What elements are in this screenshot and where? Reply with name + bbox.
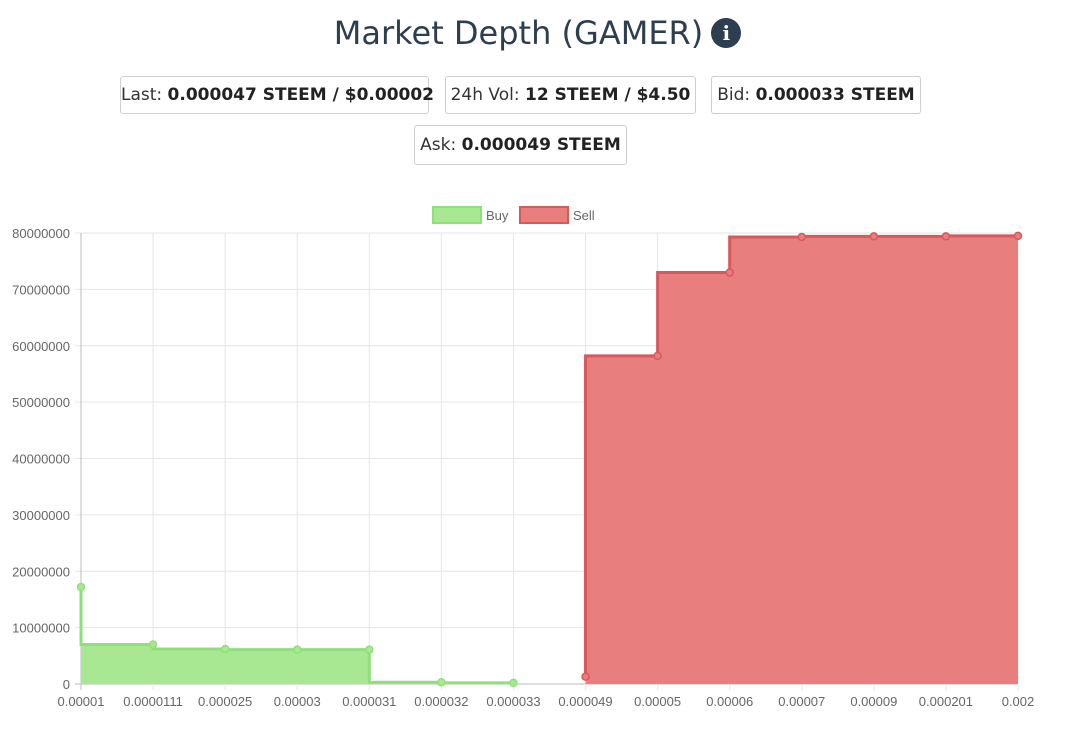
x-tick-label: 0.000031 (342, 694, 396, 709)
market-depth-chart: 0 10000000 20000000 30000000 40000000 5000000… (12, 206, 1035, 709)
y-tick-label: 30000000 (12, 508, 70, 523)
y-tick-label: 0 (63, 677, 70, 692)
y-tick-label: 60000000 (12, 339, 70, 354)
ask-value: 0.000049 STEEM (461, 135, 621, 155)
sell-point (653, 351, 662, 361)
y-tick-label: 50000000 (12, 395, 70, 410)
y-tick-label: 10000000 (12, 621, 70, 636)
buy-area (81, 587, 514, 684)
bid-box: Bid: 0.000033 STEEM (711, 76, 921, 114)
volume-label: 24h Vol: (450, 85, 520, 105)
sell-point (941, 232, 951, 241)
x-tick-label: 0.00009 (850, 694, 897, 709)
buy-point (76, 582, 86, 592)
y-tick-label: 80000000 (12, 226, 70, 241)
x-tick-label: 0.000049 (558, 694, 612, 709)
sell-point (581, 672, 590, 681)
buy-point (509, 678, 518, 688)
buy-point (365, 645, 374, 654)
last-price-box: Last: 0.000047 STEEM / $0.00002 (120, 76, 434, 114)
bid-label: Bid: (717, 85, 751, 105)
sell-legend-swatch (519, 206, 569, 224)
x-tick-label: 0.000033 (486, 694, 540, 709)
x-tick-label: 0.00005 (634, 694, 681, 709)
buy-point (220, 644, 230, 654)
buy-point (148, 640, 158, 649)
x-tick-label: 0.00001 (58, 694, 105, 709)
sell-point (1013, 231, 1023, 241)
volume-value: 12 STEEM / $4.50 (525, 85, 691, 105)
ask-box: Ask: 0.000049 STEEM (414, 125, 627, 165)
x-tick-label: 0.00006 (706, 694, 753, 709)
last-price-value: 0.000047 STEEM / $0.00002 (167, 85, 435, 105)
volume-box: 24h Vol: 12 STEEM / $4.50 (445, 76, 696, 114)
sell-point (797, 232, 807, 242)
x-tick-label: 0.000025 (198, 694, 252, 709)
buy-point (292, 645, 302, 654)
x-tick-label: 0.00003 (274, 694, 321, 709)
buy-legend-swatch (432, 206, 482, 224)
bid-value: 0.000033 STEEM (755, 85, 915, 105)
x-tick-label: 0.002 (1002, 694, 1035, 709)
ask-label: Ask: (420, 135, 457, 155)
sell-point (725, 268, 734, 277)
y-tick-label: 20000000 (12, 564, 70, 579)
page-title: Market Depth (GAMER) i (0, 14, 1075, 52)
buy-legend-label: Buy (486, 208, 509, 223)
info-icon[interactable]: i (711, 18, 742, 48)
last-price-label: Last: (121, 85, 163, 105)
sell-legend-label: Sell (573, 208, 595, 223)
x-tick-label: 0.0000111 (123, 694, 183, 709)
y-tick-label: 70000000 (12, 282, 70, 297)
y-tick-label: 40000000 (12, 452, 70, 467)
sell-point (869, 232, 879, 241)
buy-point (437, 678, 446, 687)
x-tick-label: 0.00007 (778, 694, 825, 709)
page-title-text: Market Depth (GAMER) (333, 14, 704, 52)
sell-area (585, 235, 1018, 684)
x-tick-label: 0.000032 (414, 694, 468, 709)
x-tick-label: 0.000201 (919, 694, 973, 709)
